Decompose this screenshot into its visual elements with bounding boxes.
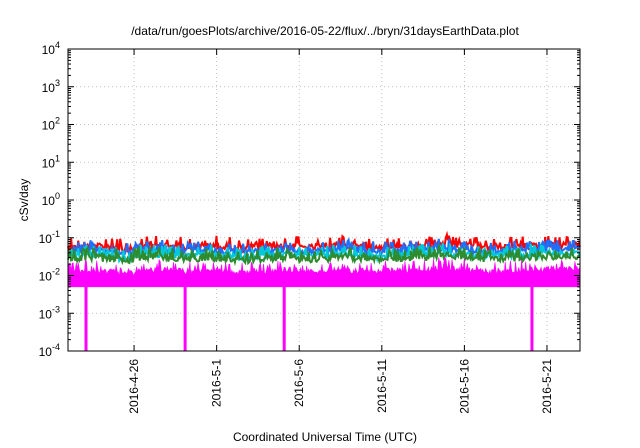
x-axis-ticks: 2016-4-26 2016-5-1 2016-5-6 2016-5-11 2016-5… [127,49,554,414]
x-tick-label: 2016-5-16 [457,359,471,414]
y-tick-label: 102 [42,116,60,133]
y-tick-label: 104 [42,40,60,57]
series-band [67,257,581,288]
y-tick-label: 10-3 [39,304,60,321]
series-dropout [530,286,534,351]
y-tick-label: 10-1 [39,229,60,246]
data-series [67,230,581,351]
y-axis-label: cSv/day [17,179,31,222]
y-tick-label: 101 [42,153,60,170]
series-dropout [282,286,286,351]
grid-lines [68,49,580,351]
x-tick-label: 2016-5-21 [540,359,554,414]
x-axis-label: Coordinated Universal Time (UTC) [233,430,417,444]
chart-title: /data/run/goesPlots/archive/2016-05-22/f… [131,24,519,38]
series-line [67,242,581,264]
x-tick-label: 2016-5-6 [292,359,306,407]
series-dropout [84,286,88,351]
series-line [67,242,581,267]
series-dropout [183,286,187,351]
y-axis-ticks: 10-4 10-3 10-2 10-1 100 101 102 103 104 [39,40,580,359]
x-tick-label: 2016-5-11 [375,359,389,413]
y-tick-label: 10-2 [39,267,60,284]
x-tick-label: 2016-5-1 [210,359,224,407]
x-tick-label: 2016-4-26 [127,359,141,414]
y-tick-label: 103 [42,78,60,95]
y-tick-label: 10-4 [39,342,60,359]
y-tick-label: 100 [42,191,60,208]
